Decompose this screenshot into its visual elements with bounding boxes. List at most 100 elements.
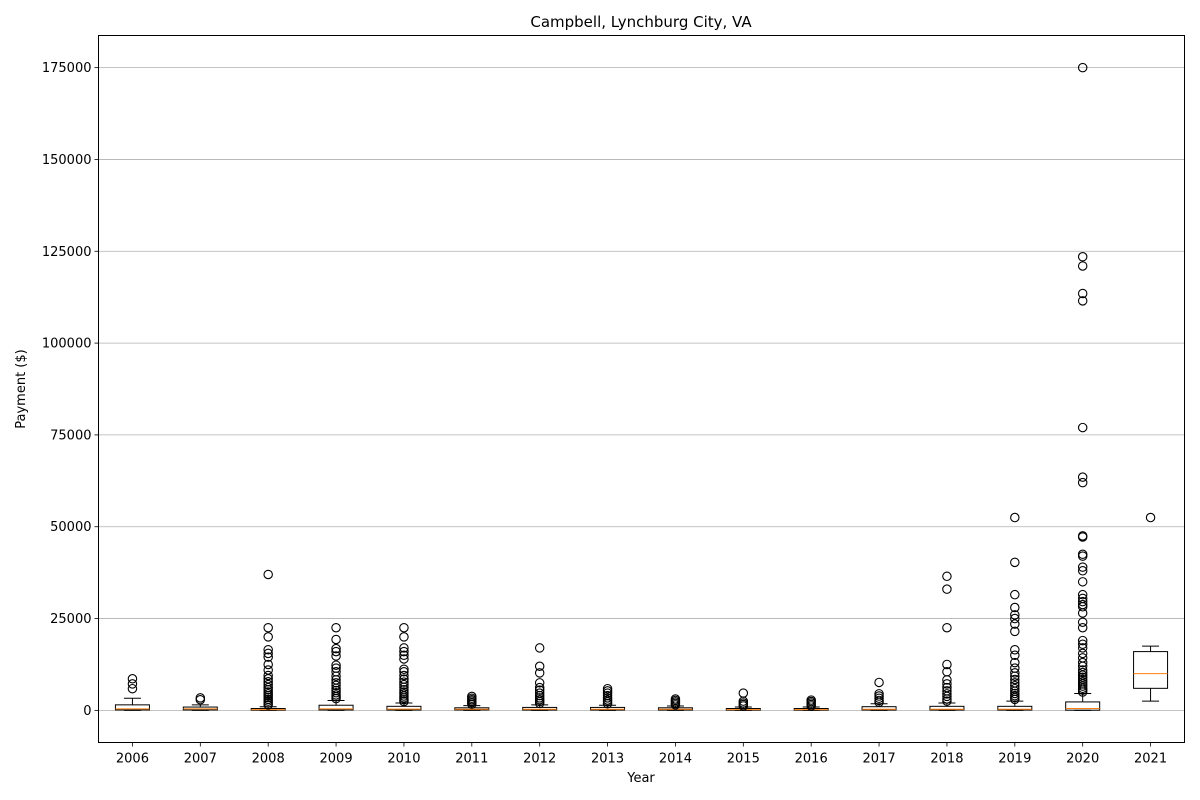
box-2006 [114, 674, 150, 711]
x-tick-label: 2010 [387, 752, 420, 767]
y-tick-label: 175000 [42, 61, 92, 76]
outlier-point [1010, 610, 1020, 620]
box-2010 [386, 622, 422, 711]
box-iqr [929, 705, 965, 711]
box-2019 [997, 512, 1033, 711]
outlier-point [263, 632, 273, 642]
outlier-point [1077, 622, 1088, 633]
outlier-point [874, 689, 884, 699]
outlier-point [806, 695, 816, 705]
outlier-point [1077, 531, 1088, 541]
box-iqr [114, 704, 150, 711]
outlier-point [942, 667, 952, 677]
outlier-point [1077, 653, 1088, 663]
box-iqr [1065, 701, 1101, 711]
outlier-point [1077, 296, 1088, 306]
outlier-point [1077, 665, 1088, 675]
box-2007 [182, 693, 218, 711]
outlier-point [331, 622, 341, 633]
outlier-point [331, 643, 341, 654]
x-tick-label: 2015 [727, 752, 760, 767]
chart-title: Campbell, Lynchburg City, VA [530, 13, 752, 31]
outlier-point [1077, 643, 1088, 653]
outlier-point [942, 622, 952, 633]
outlier-point [1010, 589, 1020, 600]
outlier-point [942, 689, 952, 699]
x-tick-label: 2007 [184, 752, 217, 767]
outlier-point [1010, 678, 1020, 688]
x-tick-label: 2016 [795, 752, 828, 767]
box-iqr [318, 704, 354, 711]
box-2017 [861, 677, 897, 711]
outlier-point [1077, 648, 1088, 659]
x-axis: 2006 2007 2008 2009 2010 2011 2012 2013 2014 2015… [116, 742, 1167, 767]
outlier-point [331, 634, 341, 645]
outlier-point [1010, 683, 1020, 694]
outlier-point [1077, 261, 1088, 271]
outlier-point [1010, 602, 1020, 613]
outlier-point [263, 670, 273, 681]
outlier-point [534, 682, 545, 693]
y-axis: 0 25000 50000 75000 100000 125000 150000 175000 [42, 61, 99, 719]
y-axis-label: Payment ($) [14, 349, 29, 428]
outlier-point [1010, 557, 1020, 568]
outlier-point [195, 694, 206, 705]
outlier-point [399, 654, 409, 664]
outlier-point [399, 646, 409, 657]
box-2014 [657, 694, 693, 711]
outlier-point [399, 667, 409, 677]
outlier-point [1077, 62, 1088, 73]
outlier-point [534, 661, 545, 672]
outlier-point [399, 622, 409, 633]
outlier-point [942, 679, 952, 689]
outlier-point [263, 676, 273, 687]
outlier-point [1010, 668, 1020, 678]
outlier-point [1077, 551, 1088, 561]
outlier-point [399, 679, 409, 690]
outlier-point [1077, 549, 1088, 560]
outlier-point [399, 632, 409, 642]
box-2013 [590, 683, 626, 711]
outlier-point [942, 571, 952, 582]
y-tick-label: 0 [83, 704, 91, 719]
box-2008 [250, 569, 286, 711]
box-2011 [454, 691, 490, 711]
outlier-point [1077, 635, 1088, 646]
outlier-point [942, 686, 952, 696]
x-tick-label: 2018 [930, 752, 963, 767]
outlier-point [1010, 650, 1020, 661]
outlier-point [1010, 613, 1020, 624]
x-tick-label: 2013 [591, 752, 624, 767]
box-series [114, 62, 1169, 711]
outlier-point [399, 677, 409, 687]
box-2021 [1133, 512, 1169, 702]
outlier-point [942, 682, 952, 693]
plot-frame [98, 35, 1185, 743]
y-tick-label: 25000 [50, 612, 91, 627]
outlier-point [942, 584, 952, 594]
outlier-point [602, 683, 613, 694]
y-tick-label: 125000 [42, 245, 92, 260]
outlier-point [331, 663, 341, 673]
y-tick-label: 50000 [50, 520, 91, 535]
outlier-point [331, 667, 341, 677]
outlier-point [1010, 626, 1020, 637]
x-tick-label: 2011 [455, 752, 488, 767]
outlier-point [1077, 422, 1088, 433]
x-tick-label: 2020 [1066, 752, 1099, 767]
grid-lines [98, 67, 1185, 711]
outlier-point [331, 651, 341, 661]
outlier-point [1145, 512, 1156, 523]
box-2016 [793, 695, 829, 711]
x-axis-label: Year [626, 771, 655, 786]
outlier-point [1077, 472, 1088, 482]
outlier-point [602, 690, 613, 701]
outlier-point [1010, 645, 1020, 655]
outlier-point [1077, 252, 1088, 262]
outlier-point [534, 668, 545, 678]
outlier-point [1077, 593, 1088, 604]
outlier-point [1010, 681, 1020, 691]
outlier-point [1010, 619, 1020, 629]
outlier-point [331, 660, 341, 670]
